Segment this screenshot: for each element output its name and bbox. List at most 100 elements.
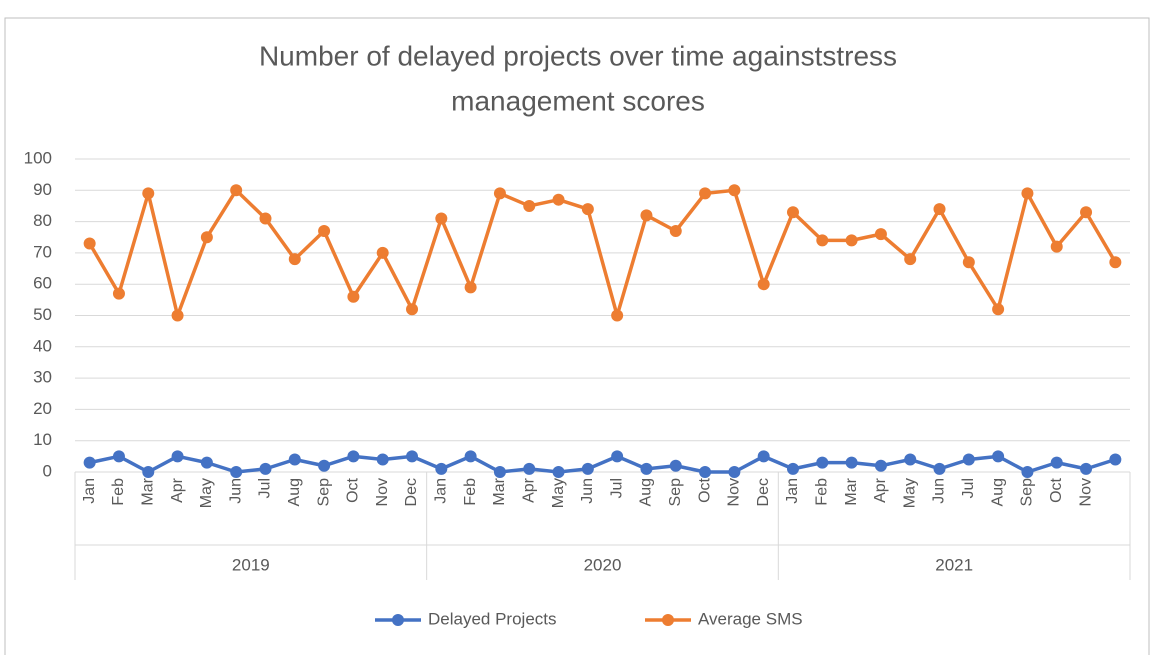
x-tick-label: Sep xyxy=(315,478,332,507)
x-tick-label: Jan xyxy=(784,478,801,504)
x-tick-label: Jan xyxy=(81,478,98,504)
legend-marker xyxy=(392,614,404,626)
data-point xyxy=(611,309,624,322)
y-tick-label: 0 xyxy=(43,461,52,480)
data-point xyxy=(640,209,653,222)
data-point xyxy=(786,462,799,475)
legend-label: Delayed Projects xyxy=(428,609,557,628)
data-point xyxy=(728,184,741,197)
x-tick-label: Feb xyxy=(462,478,479,506)
x-tick-label: Jan xyxy=(433,478,450,504)
x-tick-label: Sep xyxy=(1019,478,1036,507)
data-point xyxy=(112,287,125,300)
x-tick-label: Oct xyxy=(1048,477,1065,502)
data-point xyxy=(435,212,448,225)
data-point xyxy=(757,450,770,463)
x-tick-label: Dec xyxy=(755,478,772,506)
data-point xyxy=(493,187,506,200)
x-tick-label: Feb xyxy=(110,478,127,506)
data-point xyxy=(230,184,243,197)
y-tick-label: 60 xyxy=(33,274,52,293)
data-point xyxy=(816,456,829,469)
x-tick-label: Jul xyxy=(257,478,274,498)
data-point xyxy=(816,234,829,247)
data-point xyxy=(493,466,506,478)
data-point xyxy=(992,450,1005,463)
data-point xyxy=(933,462,946,475)
data-point xyxy=(1050,456,1063,469)
data-point xyxy=(1021,187,1034,200)
data-point xyxy=(962,256,975,269)
data-point xyxy=(669,224,682,237)
data-point xyxy=(962,453,975,466)
data-point xyxy=(669,459,682,472)
x-tick-label: Mar xyxy=(139,477,156,505)
data-point xyxy=(259,462,272,475)
x-tick-label: Dec xyxy=(403,478,420,506)
y-tick-label: 10 xyxy=(33,430,52,449)
data-point xyxy=(200,456,213,469)
data-point xyxy=(845,456,858,469)
x-tick-label: May xyxy=(901,478,918,508)
data-point xyxy=(318,224,331,237)
data-point xyxy=(728,466,741,478)
x-tick-label: Apr xyxy=(872,477,889,503)
x-tick-label: May xyxy=(198,478,215,508)
data-point xyxy=(904,453,917,466)
data-point xyxy=(1109,453,1122,466)
x-tick-label: Nov xyxy=(726,478,743,506)
y-tick-label: 90 xyxy=(33,180,52,199)
data-point xyxy=(1109,256,1122,269)
data-point xyxy=(552,193,565,206)
data-point xyxy=(464,281,477,294)
data-point xyxy=(523,462,536,475)
y-tick-label: 40 xyxy=(33,336,52,355)
data-point xyxy=(874,459,887,472)
data-point xyxy=(376,246,389,259)
data-point xyxy=(904,253,917,266)
data-point xyxy=(464,450,477,463)
series-line xyxy=(88,188,1117,318)
legend-marker xyxy=(662,614,674,626)
data-point xyxy=(552,466,565,478)
y-tick-label: 70 xyxy=(33,242,52,261)
data-point xyxy=(699,187,712,200)
data-point xyxy=(112,450,125,463)
y-tick-label: 30 xyxy=(33,368,52,387)
x-tick-label: Sep xyxy=(667,478,684,507)
group-label: 2020 xyxy=(584,555,622,574)
data-point xyxy=(640,462,653,475)
x-tick-label: Jul xyxy=(608,478,625,498)
x-tick-label: Mar xyxy=(843,477,860,505)
data-point xyxy=(406,303,419,316)
data-point xyxy=(142,466,155,478)
data-point xyxy=(992,303,1005,316)
data-point xyxy=(171,309,184,322)
x-tick-label: Feb xyxy=(814,478,831,506)
x-tick-label: Aug xyxy=(286,478,303,506)
data-point xyxy=(288,453,301,466)
data-point xyxy=(874,228,887,241)
y-tick-label: 20 xyxy=(33,399,52,418)
x-tick-label: Mar xyxy=(491,477,508,505)
data-point xyxy=(581,462,594,475)
data-point xyxy=(1080,206,1093,219)
data-point xyxy=(376,453,389,466)
data-point xyxy=(523,199,536,212)
data-point xyxy=(259,212,272,225)
data-point xyxy=(786,206,799,219)
x-tick-label: Jul xyxy=(960,478,977,498)
x-tick-label: Nov xyxy=(1077,478,1094,506)
data-point xyxy=(142,187,155,200)
data-point xyxy=(1080,462,1093,475)
data-point xyxy=(1050,240,1063,253)
y-tick-label: 80 xyxy=(33,211,52,230)
data-point xyxy=(200,231,213,244)
x-tick-label: Apr xyxy=(169,477,186,503)
data-point xyxy=(757,278,770,291)
group-label: 2019 xyxy=(232,555,270,574)
data-point xyxy=(581,203,594,216)
x-tick-label: Nov xyxy=(374,478,391,506)
